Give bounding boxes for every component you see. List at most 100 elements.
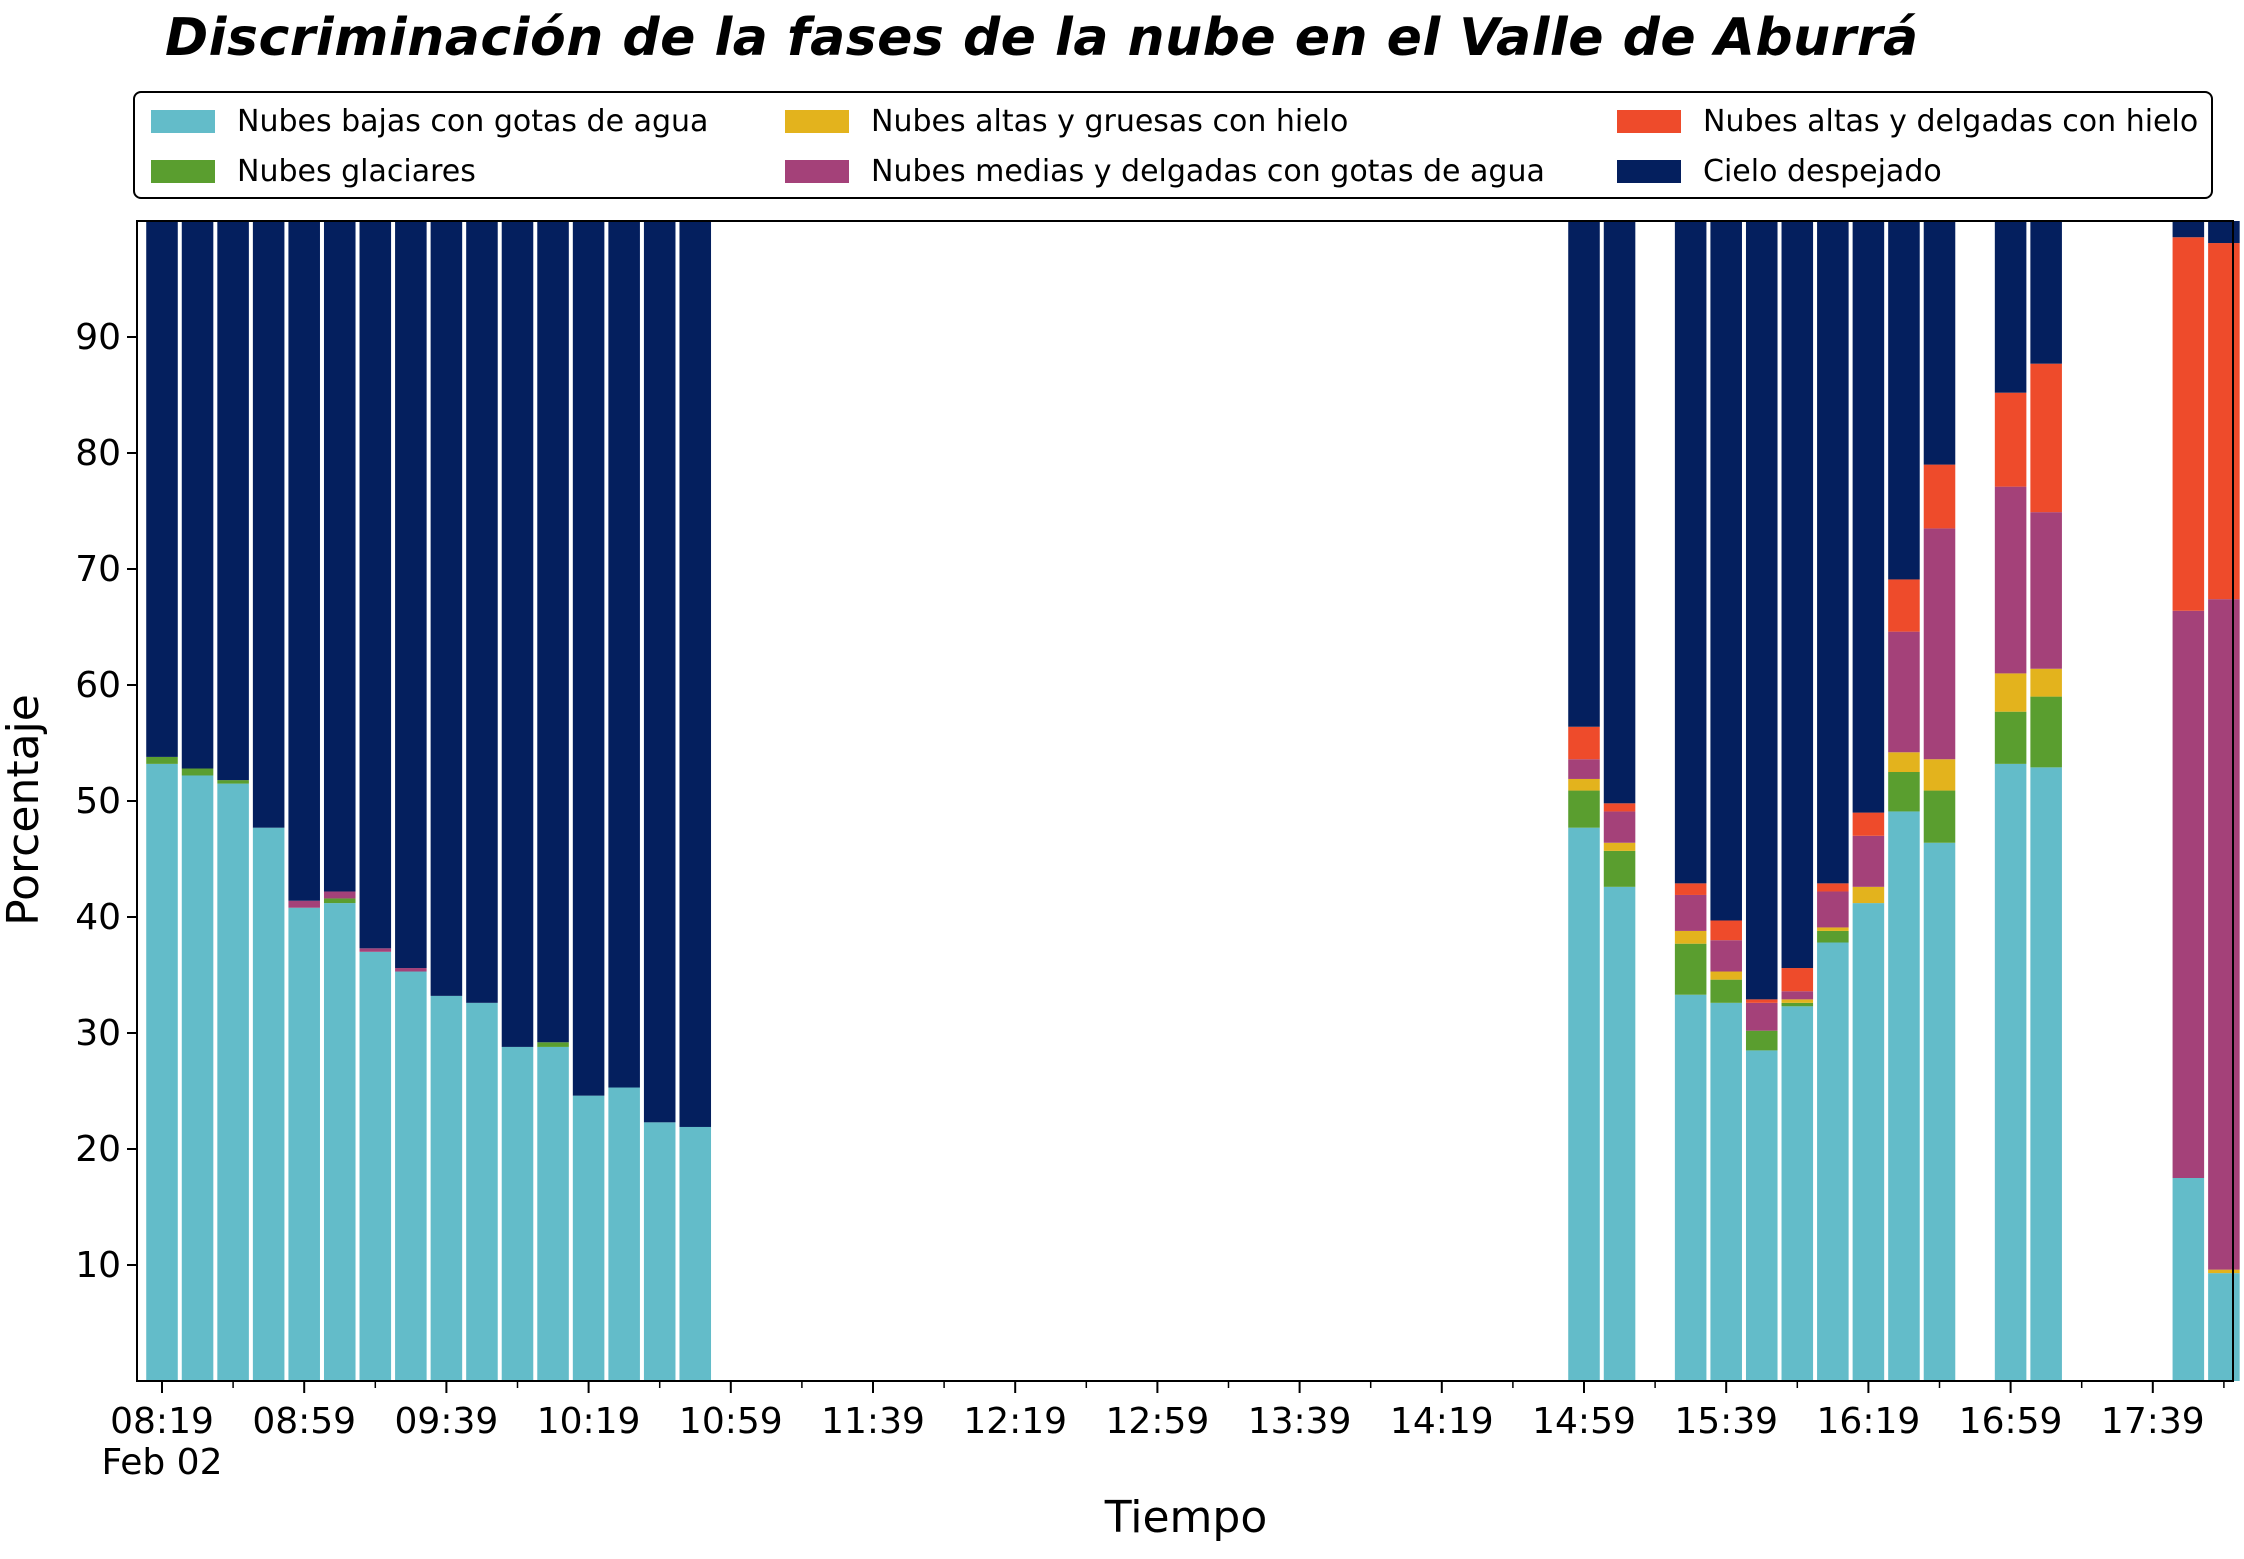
bar-segment: [1994, 221, 2027, 393]
y-tick-label: 50: [75, 781, 121, 822]
y-tick-label: 20: [75, 1129, 121, 1170]
bar-segment: [1710, 971, 1742, 980]
bar-segment: [1781, 968, 1814, 992]
bar-segment: [1568, 726, 1600, 760]
bar-segment: [608, 1087, 640, 1381]
bar-segment: [1994, 763, 2027, 1381]
legend-swatch: [785, 109, 849, 133]
bar-segment: [1603, 842, 1636, 851]
legend-swatch: [1617, 159, 1681, 183]
bar-segment: [679, 1126, 712, 1381]
bar-segment: [1923, 759, 1956, 791]
bar-segment: [466, 1002, 498, 1381]
x-axis-label: Tiempo: [1104, 1492, 1268, 1543]
bar-segment: [217, 780, 249, 784]
legend-label: Nubes altas y delgadas con hielo: [1703, 103, 2199, 139]
bar-segment: [1817, 942, 1849, 1381]
bar-segment: [1923, 842, 1956, 1381]
bar-segment: [2208, 221, 2240, 244]
legend-label: Nubes altas y gruesas con hielo: [871, 103, 1349, 139]
bar-segment: [1710, 940, 1742, 972]
bar-segment: [1817, 891, 1849, 928]
bar-segment: [146, 221, 178, 757]
y-tick-label: 70: [75, 549, 121, 590]
bar-segment: [1603, 811, 1636, 843]
bars-group: [146, 221, 2240, 1381]
bar-segment: [252, 221, 285, 828]
bar-segment: [1817, 930, 1849, 943]
bar-segment: [288, 907, 320, 1381]
bar-segment: [1781, 999, 1814, 1003]
bar-segment: [2030, 696, 2062, 768]
bar-segment: [181, 775, 214, 1381]
x-tick-label: 12:19: [963, 1401, 1067, 1442]
bar-segment: [2172, 237, 2205, 611]
bar-segment: [1817, 883, 1849, 892]
bar-segment: [572, 221, 605, 1096]
bar-segment: [1745, 1002, 1778, 1031]
bar-segment: [1888, 631, 1920, 753]
bar-segment: [1603, 850, 1636, 887]
y-tick-label: 30: [75, 1013, 121, 1054]
bar-segment: [1852, 221, 1885, 813]
legend-swatch: [785, 159, 849, 183]
bar-segment: [1852, 886, 1885, 904]
bar-segment: [1745, 999, 1778, 1003]
bar-segment: [1994, 392, 2027, 487]
bar-segment: [1674, 894, 1707, 931]
y-tick-label: 60: [75, 665, 121, 706]
legend-item-nubes-altas-delgadas: Nubes altas y delgadas con hielo: [1617, 101, 2198, 141]
bar-segment: [1674, 930, 1707, 944]
bar-segment: [181, 221, 214, 769]
bar-segment: [1923, 464, 1956, 529]
bar-segment: [1888, 221, 1920, 580]
bar-segment: [1603, 221, 1636, 804]
bar-segment: [1710, 920, 1742, 941]
bar-segment: [1781, 221, 1814, 969]
bar-segment: [430, 221, 463, 996]
x-tick-label: 12:59: [1106, 1401, 1210, 1442]
bar-segment: [1923, 221, 1956, 465]
y-tick-label: 10: [75, 1245, 121, 1286]
bar-segment: [2030, 668, 2062, 697]
bar-segment: [1745, 221, 1778, 1000]
bar-segment: [537, 221, 569, 1043]
bar-segment: [1994, 673, 2027, 712]
legend-swatch: [151, 159, 215, 183]
x-tick-label: 10:19: [537, 1401, 641, 1442]
bar-segment: [1923, 790, 1956, 843]
bar-segment: [1674, 221, 1707, 884]
bar-segment: [1994, 486, 2027, 674]
bar-segment: [1888, 579, 1920, 632]
legend-swatch: [1617, 109, 1681, 133]
bar-segment: [1852, 903, 1885, 1381]
bar-segment: [359, 951, 392, 1381]
legend-item-cielo-despejado: Cielo despejado: [1617, 151, 1942, 191]
bar-segment: [1568, 759, 1600, 779]
bar-segment: [2172, 221, 2205, 238]
legend-label: Nubes medias y delgadas con gotas de agu…: [871, 153, 1545, 189]
x-tick-label: 15:39: [1674, 1401, 1778, 1442]
x-axis-date-label: Feb 02: [102, 1442, 223, 1483]
bar-segment: [2208, 1273, 2240, 1381]
bar-segment: [537, 1046, 569, 1381]
bar-segment: [1781, 1002, 1814, 1007]
bar-segment: [1568, 221, 1600, 727]
bar-segment: [1568, 778, 1600, 791]
bar-segment: [395, 221, 427, 969]
bar-segment: [1603, 886, 1636, 1381]
y-axis-label: Porcentaje: [0, 694, 49, 926]
x-axis: 08:19 08:59 09:39 10:19 10:59 11:39 12:19 12:59…: [110, 1381, 2225, 1442]
bar-segment: [2208, 1269, 2240, 1274]
bar-segment: [1568, 790, 1600, 828]
bar-segment: [1710, 221, 1742, 921]
bar-segment: [1710, 1002, 1742, 1381]
legend-label: Nubes bajas con gotas de agua: [237, 103, 709, 139]
bar-segment: [1674, 883, 1707, 895]
x-tick-label: 14:19: [1390, 1401, 1494, 1442]
x-tick-label: 16:59: [1959, 1401, 2063, 1442]
y-tick-label: 90: [75, 317, 121, 358]
legend-item-nubes-altas-gruesas: Nubes altas y gruesas con hielo: [785, 101, 1348, 141]
bar-segment: [252, 827, 285, 1381]
